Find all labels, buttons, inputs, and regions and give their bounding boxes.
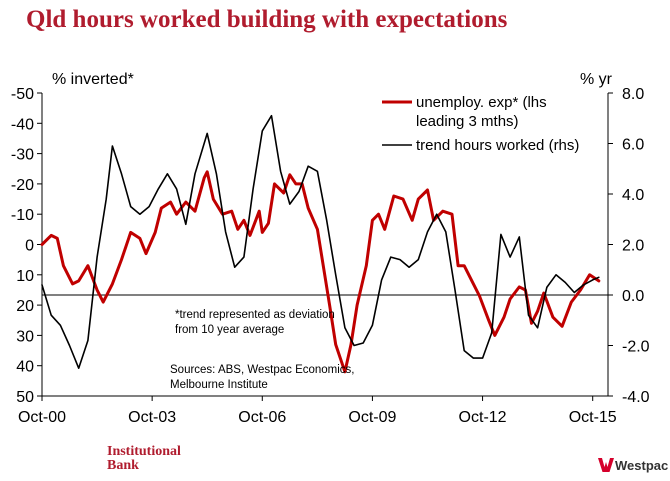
left-tick-label: 30: [16, 328, 34, 345]
source-text: Melbourne Institute: [170, 379, 268, 391]
westpac-w-icon: [598, 458, 614, 472]
x-tick-label: Oct-00: [18, 409, 66, 426]
chart-title: Qld hours worked building with expectati…: [26, 6, 508, 33]
legend-label: unemploy. exp* (lhs: [416, 94, 547, 111]
right-tick-label: 4.0: [622, 187, 644, 204]
x-tick-label: Oct-06: [238, 409, 286, 426]
institutional-bank-logo-line-1: Institutional: [107, 444, 181, 459]
legend-label: trend hours worked (rhs): [416, 137, 579, 154]
left-tick-label: -50: [11, 86, 34, 103]
institutional-bank-logo-line-2: Bank: [107, 458, 139, 473]
left-tick-label: 0: [25, 238, 34, 255]
left-tick-label: 40: [16, 359, 34, 376]
left-tick-label: 20: [16, 298, 34, 315]
right-tick-label: -4.0: [622, 389, 650, 406]
left-tick-label: 50: [16, 389, 34, 406]
left-tick-label: -20: [11, 177, 34, 194]
footnote-text: *trend represented as deviation: [175, 309, 335, 321]
right-tick-label: 0.0: [622, 288, 644, 305]
left-tick-label: 10: [16, 268, 34, 285]
x-tick-label: Oct-12: [459, 409, 507, 426]
institutional-bank-logo: Institutional Bank: [107, 445, 181, 473]
source-text: Sources: ABS, Westpac Economics,: [170, 364, 355, 376]
right-tick-label: 8.0: [622, 86, 644, 103]
series-line-trend-hours-worked: [41, 114, 600, 369]
westpac-logo: Westpac: [598, 457, 668, 473]
left-axis-label: % inverted*: [52, 71, 134, 88]
x-tick-label: Oct-09: [348, 409, 396, 426]
right-tick-label: 6.0: [622, 137, 644, 154]
legend-label: leading 3 mths): [416, 113, 519, 130]
footnote-text: from 10 year average: [175, 324, 284, 336]
right-tick-label: 2.0: [622, 238, 644, 255]
left-tick-label: -10: [11, 207, 34, 224]
right-tick-label: -2.0: [622, 339, 650, 356]
westpac-logo-text: Westpac: [615, 457, 669, 473]
right-axis-label: % yr: [580, 71, 613, 88]
left-tick-label: -40: [11, 116, 34, 133]
left-tick-label: -30: [11, 147, 34, 164]
series-line-unemployment-expectations: [40, 170, 601, 374]
x-tick-label: Oct-15: [569, 409, 617, 426]
x-tick-label: Oct-03: [128, 409, 176, 426]
